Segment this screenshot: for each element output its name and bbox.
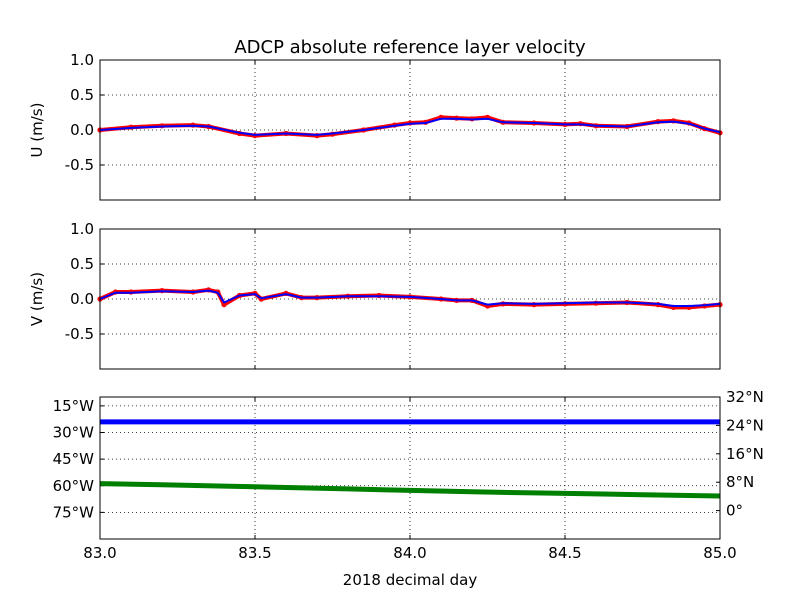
x-tick-label: 84.0 bbox=[393, 544, 426, 562]
panel-3: 15°W 30°W 45°W 60°W 75°W 32°N 24°N 16°N 8°N 0° 83.… bbox=[53, 388, 764, 562]
y-tick-label: 1.0 bbox=[70, 220, 94, 238]
x-tick-label: 85.0 bbox=[703, 544, 736, 562]
x-tick-label: 83.5 bbox=[238, 544, 271, 562]
y-tick-label: 45°W bbox=[53, 450, 95, 468]
axes-frame bbox=[99, 396, 721, 540]
x-tick-label: 83.0 bbox=[83, 544, 116, 562]
data-point bbox=[221, 302, 227, 308]
series-line-2 bbox=[99, 117, 721, 136]
y2-tick-label: 8°N bbox=[726, 473, 754, 491]
y-tick-label: 30°W bbox=[53, 424, 95, 442]
y2-tick-label: 24°N bbox=[726, 416, 764, 434]
y-tick-label: 60°W bbox=[53, 477, 95, 495]
y-axis-label: U (m/s) bbox=[28, 103, 46, 158]
y2-tick-label: 32°N bbox=[726, 388, 764, 406]
y-tick-label: 0.5 bbox=[70, 255, 94, 273]
axes-frame bbox=[99, 59, 721, 201]
y2-tick-label: 0° bbox=[726, 502, 743, 520]
chart-title: ADCP absolute reference layer velocity bbox=[234, 37, 586, 58]
y-tick-label: 75°W bbox=[53, 503, 95, 521]
panel-2: 1.0 0.5 0.0 -0.5 V (m/s) bbox=[28, 220, 723, 370]
y-tick-label: -0.5 bbox=[65, 325, 94, 343]
plot-area: 1.0 0.5 0.0 -0.5 U (m/s) 1.0 0.5 0.0 -0.5 V (m/s)… bbox=[28, 51, 764, 562]
y-tick-label: -0.5 bbox=[65, 156, 94, 174]
y-axis-label: V (m/s) bbox=[28, 272, 46, 326]
y-tick-label: 0.0 bbox=[70, 290, 94, 308]
axes-frame bbox=[99, 228, 721, 370]
y-tick-label: 0.5 bbox=[70, 86, 94, 104]
y-tick-label: 1.0 bbox=[70, 51, 94, 69]
series-line-2 bbox=[99, 289, 721, 307]
x-axis-label: 2018 decimal day bbox=[343, 571, 478, 589]
series-thick-line-2 bbox=[99, 481, 721, 499]
y-tick-label: 0.0 bbox=[70, 121, 94, 139]
y-tick-label: 15°W bbox=[53, 397, 95, 415]
panel-1: 1.0 0.5 0.0 -0.5 U (m/s) bbox=[28, 51, 723, 201]
x-tick-label: 84.5 bbox=[548, 544, 581, 562]
y2-tick-label: 16°N bbox=[726, 445, 764, 463]
